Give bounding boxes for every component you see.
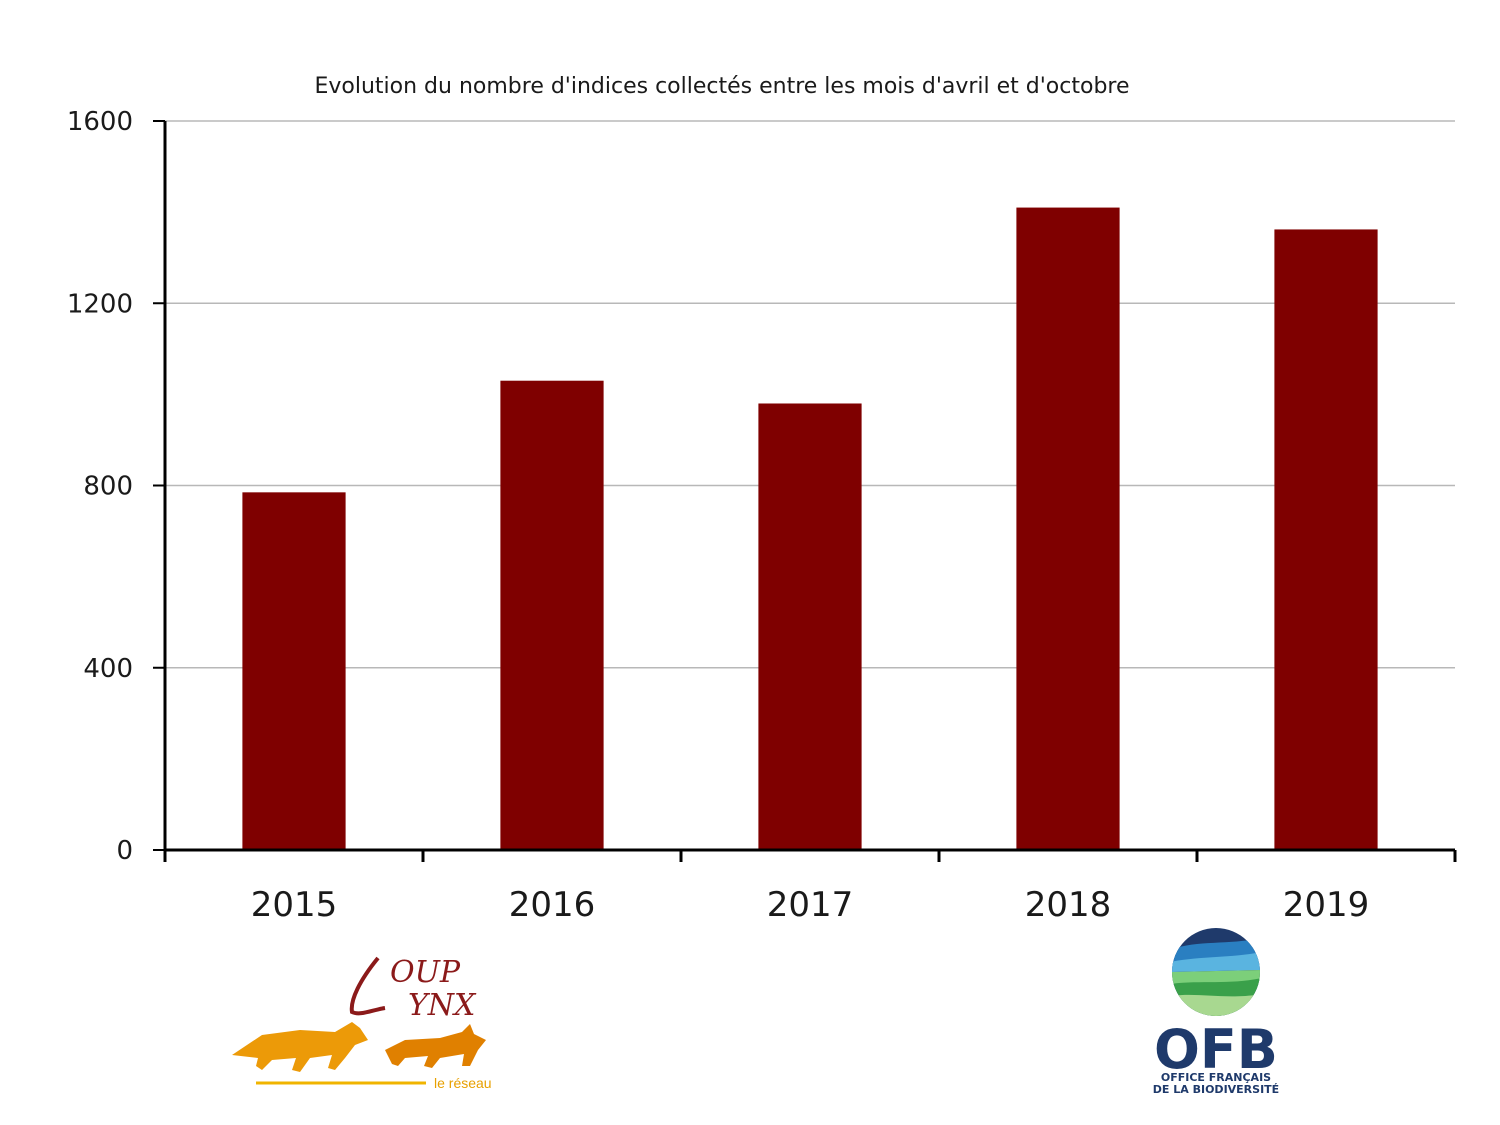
ofb-logo: OFB OFFICE FRANÇAIS DE LA BIODIVERSITÉ	[1153, 928, 1279, 1096]
ofb-emblem-icon	[1172, 928, 1260, 1016]
ofb-name-line2: DE LA BIODIVERSITÉ	[1153, 1083, 1279, 1096]
bar-2019	[1274, 229, 1378, 851]
loup-lynx-l-stroke	[349, 956, 386, 1016]
y-tick-labels: 0 400 800 1200 1600	[67, 107, 133, 866]
x-tick-label: 2017	[767, 885, 854, 925]
y-tick-label: 0	[116, 836, 133, 866]
logo-word-ynx: YNX	[408, 988, 477, 1023]
x-tick-label: 2015	[251, 885, 338, 925]
axes	[153, 120, 1457, 862]
logo-tagline: le réseau	[434, 1075, 492, 1091]
bar-2017	[758, 403, 862, 850]
y-tick-label: 1600	[67, 107, 133, 137]
x-tick-label: 2016	[509, 885, 596, 925]
ofb-acronym: OFB	[1154, 1018, 1278, 1081]
y-tick-label: 1200	[67, 289, 133, 319]
loup-lynx-logo: OUP YNX le réseau	[232, 955, 492, 1091]
y-tick-label: 800	[83, 472, 133, 502]
chart-title: Evolution du nombre d'indices collectés …	[314, 74, 1129, 99]
logo-word-oup: OUP	[390, 955, 461, 990]
ofb-name-line1: OFFICE FRANÇAIS	[1161, 1071, 1271, 1084]
x-tick-labels: 2015 2016 2017 2018 2019	[251, 885, 1370, 925]
bar-2015	[242, 492, 346, 850]
bar-2018	[1016, 207, 1120, 851]
x-tick-label: 2019	[1283, 885, 1370, 925]
y-tick-label: 400	[83, 654, 133, 684]
lynx-silhouette-icon	[385, 1024, 486, 1068]
x-tick-label: 2018	[1025, 885, 1112, 925]
wolf-silhouette-icon	[232, 1022, 368, 1072]
bars	[242, 207, 1378, 851]
bar-2016	[500, 380, 604, 850]
